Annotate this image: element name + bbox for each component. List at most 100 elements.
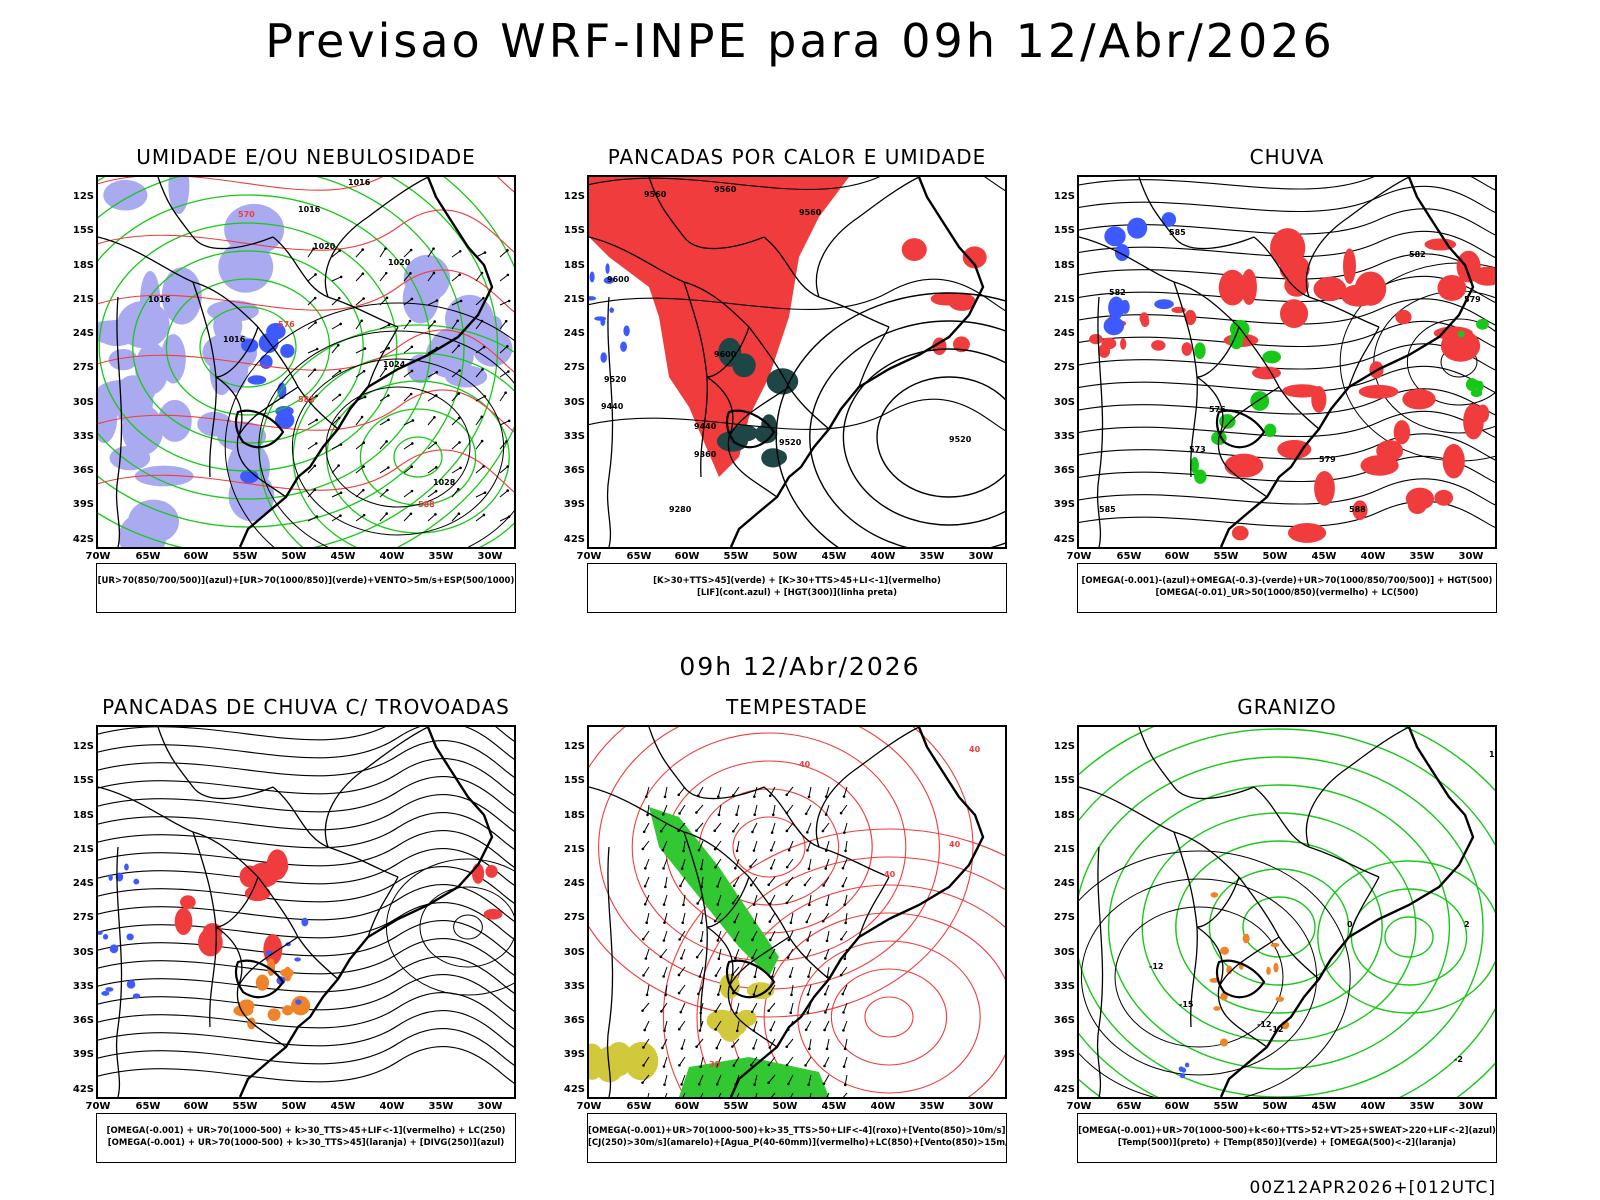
humidity-contour xyxy=(199,306,297,388)
wind-vector xyxy=(499,320,507,330)
country-border xyxy=(725,409,776,449)
wind-vector xyxy=(355,370,365,378)
wind-vector-head xyxy=(659,829,663,833)
wind-vector-head xyxy=(410,297,414,301)
field-patch xyxy=(280,344,295,358)
wind-vector xyxy=(754,912,758,923)
contour-label: 9560 xyxy=(644,190,667,199)
wind-vector xyxy=(451,467,461,474)
field-patch xyxy=(589,1043,605,1080)
wind-vector-head xyxy=(645,993,649,997)
wind-vector-head xyxy=(715,1082,719,1086)
wind-vector-head xyxy=(434,466,438,469)
streamline xyxy=(98,1046,514,1084)
lat-tick-label: 15S xyxy=(72,225,94,236)
lon-tick-label: 70W xyxy=(85,551,111,562)
wind-vector-head xyxy=(753,1083,756,1087)
humidity-contour xyxy=(359,408,477,506)
lat-tick-label: 42S xyxy=(1053,1084,1075,1095)
wind-vector xyxy=(842,984,848,995)
wind-vector-head xyxy=(785,1045,789,1049)
lat-tick-label: 24S xyxy=(563,328,585,339)
streamline xyxy=(98,449,514,493)
field-patch xyxy=(98,390,118,444)
wind-vector-head xyxy=(768,1046,772,1049)
field-patch xyxy=(267,1008,281,1021)
wind-vector xyxy=(786,822,794,832)
field-patch xyxy=(1358,384,1399,399)
wind-vector xyxy=(664,1020,668,1031)
field-patch xyxy=(1231,525,1249,541)
wind-vector-head xyxy=(752,1047,755,1050)
wind-vector xyxy=(307,369,316,378)
wind-vector xyxy=(844,894,848,905)
streamline xyxy=(1079,230,1495,259)
wind-vector xyxy=(379,395,389,402)
wind-vector-head xyxy=(409,272,412,275)
wind-vector xyxy=(714,912,722,922)
wind-vector-head xyxy=(787,938,791,942)
field-patch xyxy=(101,990,110,996)
field-patch xyxy=(132,993,141,999)
field-patch xyxy=(1476,318,1489,330)
wind-vector-head xyxy=(507,370,510,373)
wind-vector-head xyxy=(338,249,341,252)
wind-vector-head xyxy=(643,1028,646,1032)
panel-title: UMIDADE E/OU NEBULOSIDADE xyxy=(136,145,476,169)
country-border xyxy=(234,409,285,449)
coastline xyxy=(729,727,985,1097)
contour-label: -12 xyxy=(1149,962,1163,971)
contour-label: 9560 xyxy=(799,208,822,217)
lat-tick-label: 18S xyxy=(1053,810,1075,821)
lat-tick-label: 42S xyxy=(563,1084,585,1095)
wind-vector xyxy=(403,370,413,378)
lat-tick-label: 18S xyxy=(72,810,94,821)
wind-vector xyxy=(790,1092,794,1097)
wind-vector-head xyxy=(314,273,317,276)
wind-vector xyxy=(697,786,704,797)
streamline xyxy=(98,329,514,373)
wind-vector-head xyxy=(339,443,343,446)
wind-vector xyxy=(679,804,686,814)
field-patch xyxy=(1287,523,1327,543)
field-patch xyxy=(1184,309,1197,326)
coastline xyxy=(238,727,494,1097)
wind-vector-head xyxy=(713,829,716,833)
wind-vector-head xyxy=(385,488,389,492)
temperature850-contour xyxy=(1317,860,1495,1014)
wind-vector-head xyxy=(789,1011,792,1015)
streamline xyxy=(98,920,514,958)
field-patch xyxy=(1282,384,1323,398)
wind-vector xyxy=(678,966,686,976)
temperature500-contour xyxy=(1080,878,1318,1076)
streamline xyxy=(589,177,1005,192)
wind-vector xyxy=(806,822,812,833)
coastline xyxy=(1219,177,1475,547)
field-patch xyxy=(1250,391,1270,411)
wind-vector xyxy=(790,1002,794,1013)
lon-tick-label: 30W xyxy=(1458,1101,1484,1112)
wind-vector-head xyxy=(482,345,486,349)
wind-vector-head xyxy=(506,489,509,492)
wind-vector xyxy=(786,1038,794,1048)
wind-vector-head xyxy=(806,849,809,852)
lat-tick-label: 39S xyxy=(72,499,94,510)
field-patch xyxy=(295,999,302,1005)
wind-vector xyxy=(475,440,483,450)
wind-vector xyxy=(769,984,776,994)
lon-tick-label: 55W xyxy=(723,1101,749,1112)
wind-vector-head xyxy=(433,416,436,419)
wind-vector xyxy=(644,894,650,905)
field-patch xyxy=(1210,892,1219,898)
wind-vector-head xyxy=(643,902,647,906)
wind-vector xyxy=(642,1074,650,1083)
wind-vector-head xyxy=(717,993,720,996)
wind-vector-head xyxy=(411,419,415,422)
wind-vector-head xyxy=(713,919,717,923)
wind-vector xyxy=(403,320,411,330)
legend-line: [OMEGA(-0.001) + UR>70(1000-500) + k>30_… xyxy=(107,1138,505,1148)
wind-vector xyxy=(379,513,388,522)
political-border xyxy=(115,296,123,547)
wind-vector-head xyxy=(315,515,319,518)
wind-vector xyxy=(750,1056,758,1066)
